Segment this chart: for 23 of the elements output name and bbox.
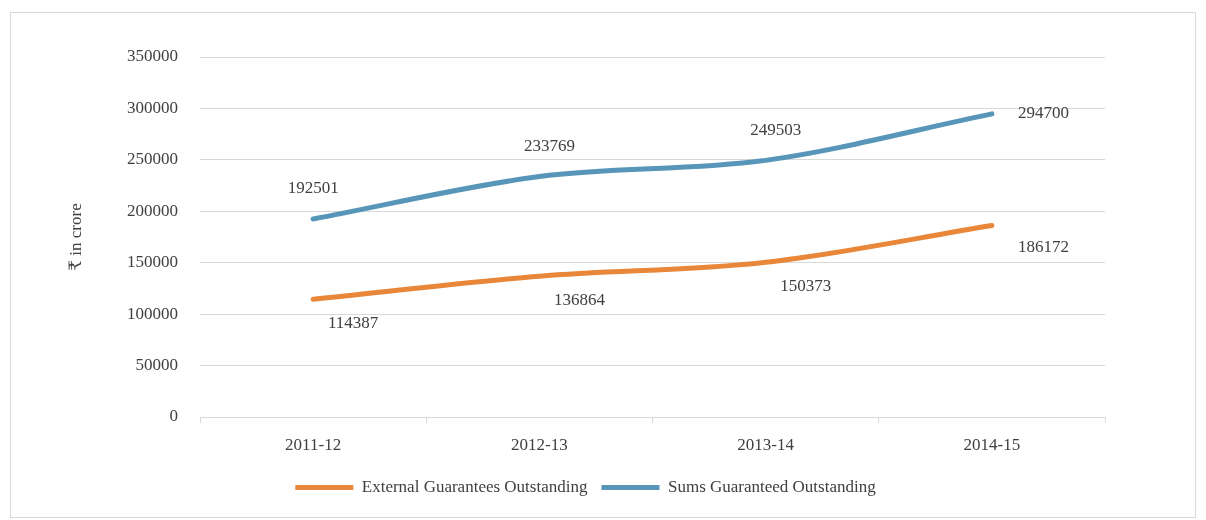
y-tick-label: 300000 (127, 97, 178, 117)
data-label: 233769 (523, 136, 575, 156)
data-label: 186172 (1017, 236, 1069, 256)
data-label: 249503 (750, 119, 802, 139)
y-tick-label: 100000 (127, 303, 178, 323)
x-tick-label: 2011-12 (285, 434, 342, 454)
y-tick-label: 50000 (135, 355, 178, 375)
legend-label: Sums Guaranteed Outstanding (667, 476, 877, 496)
y-tick-label: 200000 (127, 200, 178, 220)
y-tick-label: 150000 (127, 252, 178, 272)
y-tick-label: 0 (169, 406, 178, 426)
y-tick-label: 350000 (127, 46, 178, 66)
data-label: 136864 (553, 289, 606, 309)
y-tick-label: 250000 (127, 149, 178, 169)
x-tick-label: 2012-13 (511, 434, 568, 454)
x-tick-label: 2014-15 (963, 434, 1021, 454)
y-axis-title: ₹ in crore (65, 203, 85, 271)
data-label: 294700 (1017, 103, 1069, 123)
data-label: 150373 (780, 275, 832, 295)
legend-label: External Guarantees Outstanding (361, 476, 588, 496)
data-label: 192501 (287, 178, 339, 198)
data-label: 114387 (327, 312, 379, 332)
x-tick-label: 2013-14 (737, 434, 795, 454)
